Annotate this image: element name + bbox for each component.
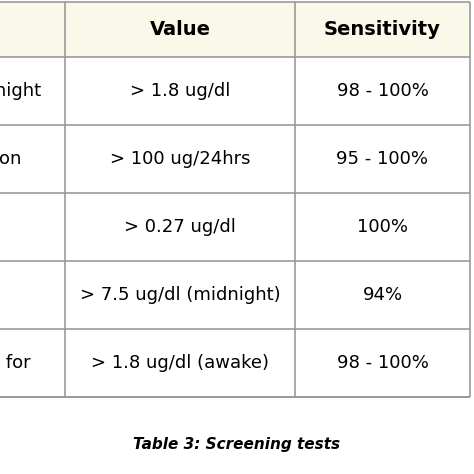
Text: > 0.27 ug/dl: > 0.27 ug/dl bbox=[124, 218, 236, 236]
Text: Table 3: Screening tests: Table 3: Screening tests bbox=[134, 438, 340, 453]
Text: on: on bbox=[0, 150, 21, 168]
Bar bbox=[295, 193, 470, 261]
Bar bbox=[0, 125, 65, 193]
Bar bbox=[65, 261, 295, 329]
Bar bbox=[65, 2, 295, 57]
Text: e night: e night bbox=[0, 82, 42, 100]
Text: > 100 ug/24hrs: > 100 ug/24hrs bbox=[110, 150, 250, 168]
Bar bbox=[65, 193, 295, 261]
Text: e for: e for bbox=[0, 354, 31, 372]
Bar bbox=[65, 125, 295, 193]
Text: 98 - 100%: 98 - 100% bbox=[337, 82, 428, 100]
Text: Value: Value bbox=[149, 20, 210, 39]
Bar bbox=[295, 125, 470, 193]
Bar bbox=[295, 261, 470, 329]
Text: > 7.5 ug/dl (midnight): > 7.5 ug/dl (midnight) bbox=[80, 286, 280, 304]
Text: Sensitivity: Sensitivity bbox=[324, 20, 441, 39]
Bar bbox=[0, 261, 65, 329]
Text: > 1.8 ug/dl: > 1.8 ug/dl bbox=[130, 82, 230, 100]
Bar bbox=[295, 2, 470, 57]
Text: 98 - 100%: 98 - 100% bbox=[337, 354, 428, 372]
Bar bbox=[0, 2, 65, 57]
Bar bbox=[295, 57, 470, 125]
Bar bbox=[295, 329, 470, 397]
Text: > 1.8 ug/dl (awake): > 1.8 ug/dl (awake) bbox=[91, 354, 269, 372]
Bar bbox=[65, 329, 295, 397]
Text: 100%: 100% bbox=[357, 218, 408, 236]
Text: 94%: 94% bbox=[363, 286, 402, 304]
Bar bbox=[65, 57, 295, 125]
Text: 95 - 100%: 95 - 100% bbox=[337, 150, 428, 168]
Bar bbox=[0, 57, 65, 125]
Bar bbox=[0, 193, 65, 261]
Bar bbox=[0, 329, 65, 397]
